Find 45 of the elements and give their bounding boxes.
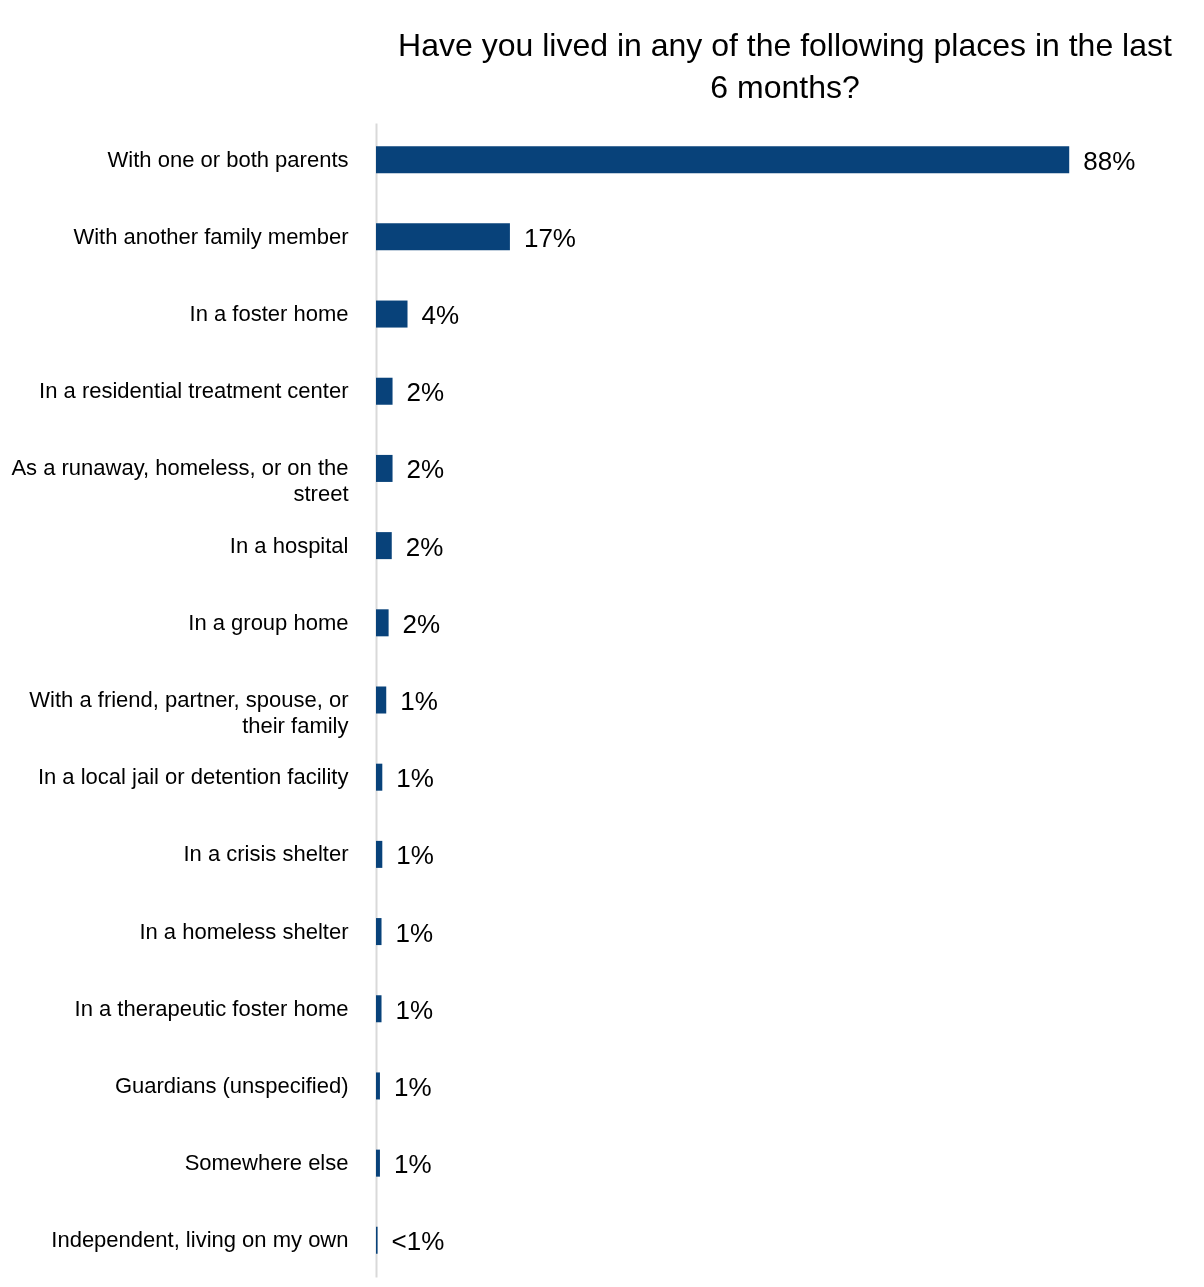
bar bbox=[376, 146, 1070, 174]
y-tick-label: In a homeless shelter bbox=[139, 918, 349, 944]
data-label: 1% bbox=[393, 1071, 432, 1102]
y-tick-label: In a local jail or detention facility bbox=[37, 764, 349, 790]
bar bbox=[376, 918, 382, 946]
bar bbox=[376, 532, 392, 560]
y-tick-label: With another family member bbox=[73, 223, 349, 249]
y-tick-label: Guardians (unspecified) bbox=[114, 1072, 349, 1098]
y-tick-label: In a crisis shelter bbox=[183, 841, 349, 867]
bar bbox=[376, 995, 382, 1023]
data-label: 1% bbox=[396, 840, 434, 871]
data-label: 17% bbox=[523, 222, 576, 253]
data-label: 2% bbox=[406, 454, 445, 485]
y-tick-label: In a group home bbox=[188, 609, 349, 635]
y-tick-label: In a residential treatment center bbox=[39, 378, 349, 404]
data-label: 1% bbox=[395, 917, 434, 948]
data-label: 2% bbox=[402, 608, 441, 639]
y-tick-label: With a friend, partner, spouse, or their family bbox=[29, 687, 349, 738]
y-tick-label: With one or both parents bbox=[107, 146, 349, 172]
y-tick-label: As a runaway, homeless, or on the street bbox=[11, 455, 349, 507]
data-label: <1% bbox=[391, 1226, 445, 1257]
bar bbox=[376, 223, 510, 251]
data-label: 1% bbox=[400, 686, 438, 716]
data-label: 4% bbox=[421, 300, 460, 331]
bar bbox=[376, 686, 387, 714]
data-label: 1% bbox=[395, 994, 434, 1025]
y-tick-label: In a hospital bbox=[229, 532, 349, 558]
bar bbox=[376, 609, 389, 637]
y-tick-label: Somewhere else bbox=[184, 1150, 349, 1176]
bar bbox=[376, 377, 393, 405]
y-tick-label: In a foster home bbox=[189, 301, 349, 327]
data-label: 1% bbox=[393, 1149, 432, 1180]
bar bbox=[376, 840, 383, 868]
data-label: 2% bbox=[406, 377, 445, 408]
data-label: 88% bbox=[1083, 145, 1136, 176]
chart-title: Have you lived in any of the following places in the last 6 months? bbox=[398, 27, 1172, 105]
data-label: 1% bbox=[396, 763, 434, 794]
data-label: 2% bbox=[405, 531, 444, 562]
bar bbox=[376, 300, 408, 328]
bar bbox=[376, 454, 393, 482]
bar bbox=[376, 1072, 380, 1100]
bar bbox=[376, 763, 383, 791]
y-tick-label: In a therapeutic foster home bbox=[74, 995, 349, 1021]
bar bbox=[376, 1149, 380, 1177]
y-tick-label: Independent, living on my own bbox=[51, 1227, 349, 1253]
